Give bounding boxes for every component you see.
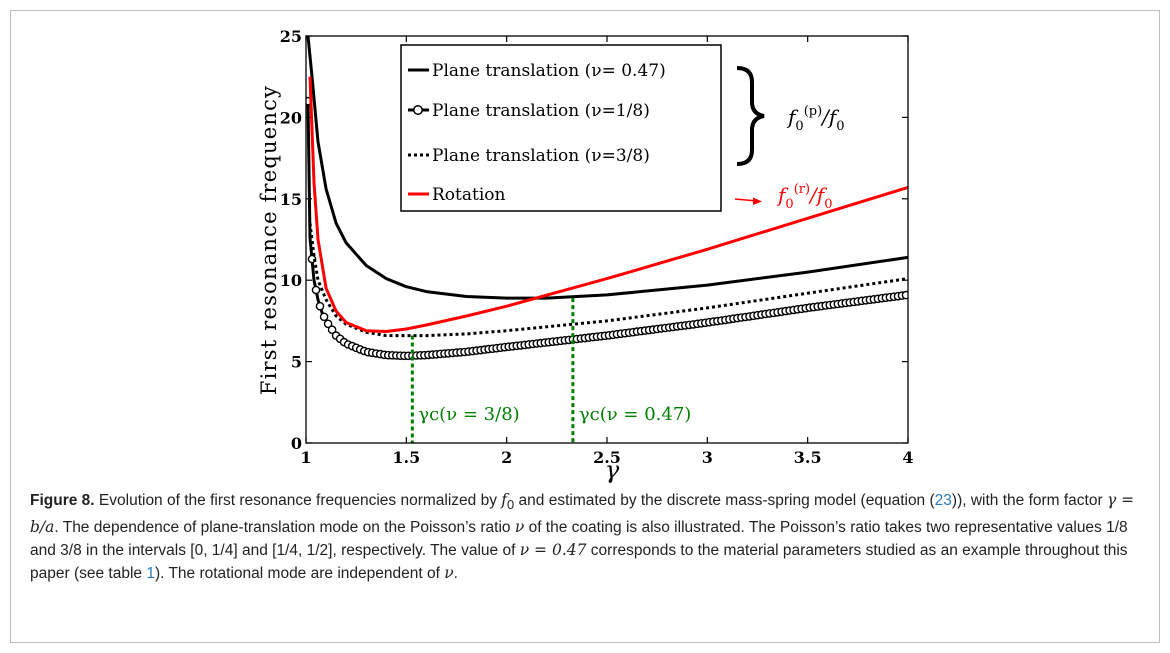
caption-math-nu-value: ν = 0.47 [519,541,587,560]
caption-label: Figure 8. [30,492,95,509]
brace-shape [736,66,765,166]
y-tick-label: 0 [291,434,302,453]
figure-frame [10,10,1160,643]
y-tick-label: 5 [291,353,302,372]
caption-nu-1: ν [514,518,525,537]
critical-gamma-label: γc(ν = 0.47) [579,404,691,425]
x-tick-label: 1 [300,448,311,467]
legend-label-nu38: Plane translation (ν=3/8) [432,146,650,166]
x-axis-label: γ [605,456,620,484]
figure-caption: Figure 8. Evolution of the first resonan… [30,489,1140,585]
legend-label-rotation: Rotation [432,185,506,205]
equation-link[interactable]: 23 [934,492,952,509]
y-tick-label: 10 [280,271,302,290]
x-tick-label: 2.5 [593,448,621,467]
series-marker-nu18 [311,285,321,295]
caption-text-2: and estimated by the discrete mass-sprin… [514,492,935,509]
x-tick-label: 3 [702,448,713,467]
y-tick-label: 25 [280,27,302,46]
y-axis-label: First resonance frequency [257,85,281,395]
rotation-arrow [734,197,762,205]
table-link[interactable]: 1 [146,565,155,583]
series-layer [306,36,908,361]
x-tick-label: 3.5 [794,448,822,467]
series-line-nu38 [308,223,908,338]
legend: Plane translation (ν= 0.47) Plane transl… [400,44,722,212]
legend-marker-nu18 [413,105,423,115]
plane-ratio-label: f0(p)/f0 [786,104,845,134]
caption-f0-sub: 0 [507,497,515,513]
series-marker-nu18 [323,319,333,329]
series-marker-nu18 [901,290,908,300]
caption-text-7: ). The rotational mode are independent o… [154,565,445,583]
legend-box [400,44,722,212]
series-marker-nu18 [315,301,325,311]
caption-text-4: . The dependence of plane-translation mo… [54,519,515,537]
caption-text-8: . [453,565,458,583]
legend-label-nu047: Plane translation (ν= 0.47) [432,61,666,81]
critical-gamma-label: γc(ν = 3/8) [418,404,519,425]
legend-label-nu18: Plane translation (ν=1/8) [432,101,650,121]
vertical-markers: γc(ν = 3/8) γc(ν = 0.47) [410,298,691,443]
y-tick-label: 20 [280,108,302,127]
series-marker-nu18 [319,312,329,322]
caption-text-3: )), with the form factor [951,492,1107,509]
series-line-nu047 [306,36,908,300]
series-line-rotation [308,76,908,333]
caption-f0: f [501,491,508,509]
caption-text-6: corresponds to the material parameters s… [30,542,1128,583]
caption-text-5: of the coating is also illustrated. The … [30,519,1128,560]
x-tick-label: 2 [501,448,512,467]
x-tick-label: 4 [902,448,913,467]
caption-nu-2: ν [444,564,454,583]
y-tick-label: 15 [280,190,302,209]
caption-text-1: Evolution of the first resonance frequen… [94,492,502,509]
series-marker-nu18 [327,325,337,335]
x-tick-label: 1.5 [392,448,420,467]
rotation-ratio-label: f0(r)/f0 [776,182,832,212]
plot-area-border [305,35,909,444]
caption-math-form-factor: γ = b/a [30,491,1135,537]
